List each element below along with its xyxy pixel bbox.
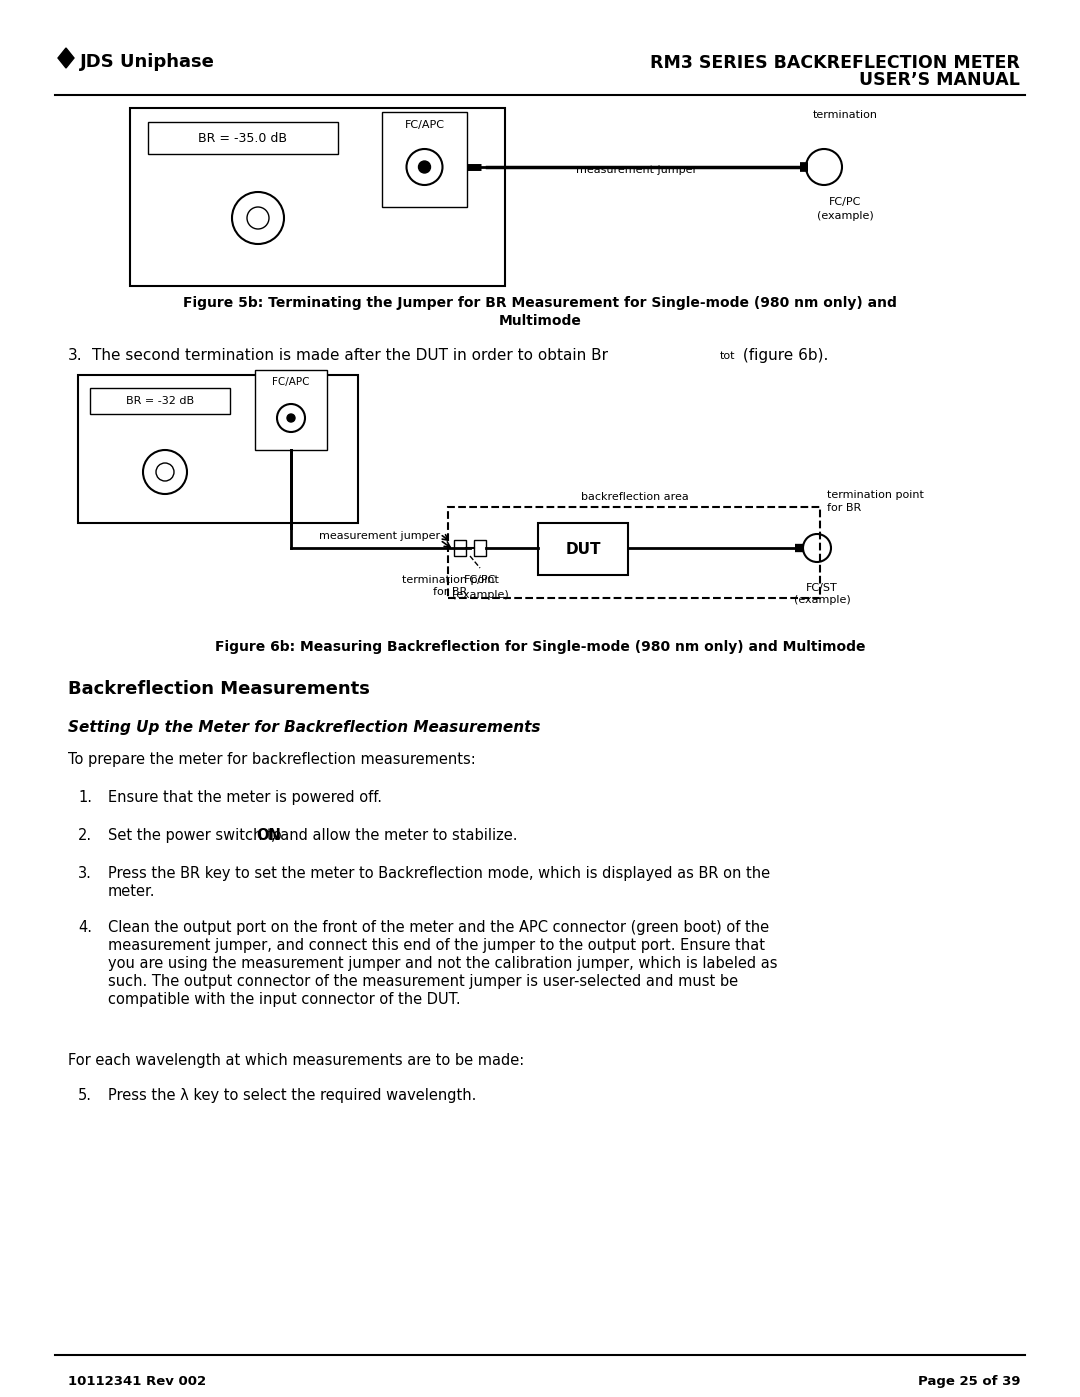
Text: you are using the measurement jumper and not the calibration jumper, which is la: you are using the measurement jumper and… [108, 956, 778, 971]
Text: Backreflection Measurements: Backreflection Measurements [68, 680, 369, 698]
Text: Setting Up the Meter for Backreflection Measurements: Setting Up the Meter for Backreflection … [68, 719, 540, 735]
Circle shape [804, 534, 831, 562]
Circle shape [156, 462, 174, 481]
Circle shape [287, 414, 295, 422]
Text: For each wavelength at which measurements are to be made:: For each wavelength at which measurement… [68, 1053, 524, 1067]
Text: The second termination is made after the DUT in order to obtain Br: The second termination is made after the… [92, 348, 608, 363]
Text: Multimode: Multimode [499, 314, 581, 328]
Text: termination point: termination point [402, 576, 499, 585]
Text: Page 25 of 39: Page 25 of 39 [918, 1375, 1020, 1389]
Text: for BR: for BR [827, 503, 861, 513]
FancyBboxPatch shape [255, 370, 327, 450]
Text: FC/PC: FC/PC [463, 576, 496, 585]
Text: ON: ON [256, 828, 281, 842]
Text: termination point: termination point [827, 490, 923, 500]
Polygon shape [58, 47, 75, 68]
FancyBboxPatch shape [90, 388, 230, 414]
Circle shape [247, 207, 269, 229]
Text: Press the λ key to select the required wavelength.: Press the λ key to select the required w… [108, 1088, 476, 1104]
FancyBboxPatch shape [148, 122, 338, 154]
FancyBboxPatch shape [538, 522, 627, 576]
Text: , and allow the meter to stabilize.: , and allow the meter to stabilize. [271, 828, 517, 842]
Text: Clean the output port on the front of the meter and the APC connector (green boo: Clean the output port on the front of th… [108, 921, 769, 935]
Text: Press the BR key to set the meter to Backreflection mode, which is displayed as : Press the BR key to set the meter to Bac… [108, 866, 770, 882]
Circle shape [419, 161, 431, 173]
Text: BR = -35.0 dB: BR = -35.0 dB [199, 131, 287, 144]
Text: backreflection area: backreflection area [581, 492, 689, 502]
Text: (example): (example) [451, 590, 509, 599]
Text: compatible with the input connector of the DUT.: compatible with the input connector of t… [108, 992, 461, 1007]
Text: Set the power switch to: Set the power switch to [108, 828, 286, 842]
Text: To prepare the meter for backreflection measurements:: To prepare the meter for backreflection … [68, 752, 476, 767]
Circle shape [276, 404, 305, 432]
Circle shape [806, 149, 842, 184]
FancyBboxPatch shape [130, 108, 505, 286]
Text: tot: tot [720, 351, 735, 360]
Text: BR = -32 dB: BR = -32 dB [126, 395, 194, 407]
Circle shape [143, 450, 187, 495]
Text: (figure 6b).: (figure 6b). [738, 348, 828, 363]
Text: 10112341 Rev 002: 10112341 Rev 002 [68, 1375, 206, 1389]
Text: JDS Uniphase: JDS Uniphase [80, 53, 215, 71]
Text: measurement jumper: measurement jumper [577, 165, 698, 175]
Circle shape [232, 191, 284, 244]
Text: FC/APC: FC/APC [272, 377, 310, 387]
FancyBboxPatch shape [474, 541, 486, 556]
Text: termination: termination [812, 110, 877, 120]
Text: 3.: 3. [78, 866, 92, 882]
Text: Figure 6b: Measuring Backreflection for Single-mode (980 nm only) and Multimode: Figure 6b: Measuring Backreflection for … [215, 640, 865, 654]
Text: FC/APC: FC/APC [405, 120, 445, 130]
Text: measurement jumper: measurement jumper [320, 531, 441, 541]
Text: FC/ST: FC/ST [806, 583, 838, 592]
Text: Figure 5b: Terminating the Jumper for BR Measurement for Single-mode (980 nm onl: Figure 5b: Terminating the Jumper for BR… [184, 296, 896, 310]
Text: USER’S MANUAL: USER’S MANUAL [859, 71, 1020, 89]
Text: for BR: for BR [433, 587, 468, 597]
Text: (example): (example) [816, 211, 874, 221]
Text: FC/PC: FC/PC [828, 197, 861, 207]
Text: DUT: DUT [565, 542, 600, 556]
Text: 4.: 4. [78, 921, 92, 935]
Text: (example): (example) [794, 595, 850, 605]
Text: 2.: 2. [78, 828, 92, 842]
Text: such. The output connector of the measurement jumper is user-selected and must b: such. The output connector of the measur… [108, 974, 738, 989]
FancyBboxPatch shape [382, 112, 467, 207]
Text: 3.: 3. [68, 348, 83, 363]
Text: measurement jumper, and connect this end of the jumper to the output port. Ensur: measurement jumper, and connect this end… [108, 937, 765, 953]
FancyBboxPatch shape [78, 374, 357, 522]
Text: Ensure that the meter is powered off.: Ensure that the meter is powered off. [108, 789, 382, 805]
Text: 1.: 1. [78, 789, 92, 805]
Text: RM3 SERIES BACKREFLECTION METER: RM3 SERIES BACKREFLECTION METER [650, 54, 1020, 73]
Circle shape [406, 149, 443, 184]
FancyBboxPatch shape [454, 541, 465, 556]
Text: meter.: meter. [108, 884, 156, 900]
Text: 5.: 5. [78, 1088, 92, 1104]
